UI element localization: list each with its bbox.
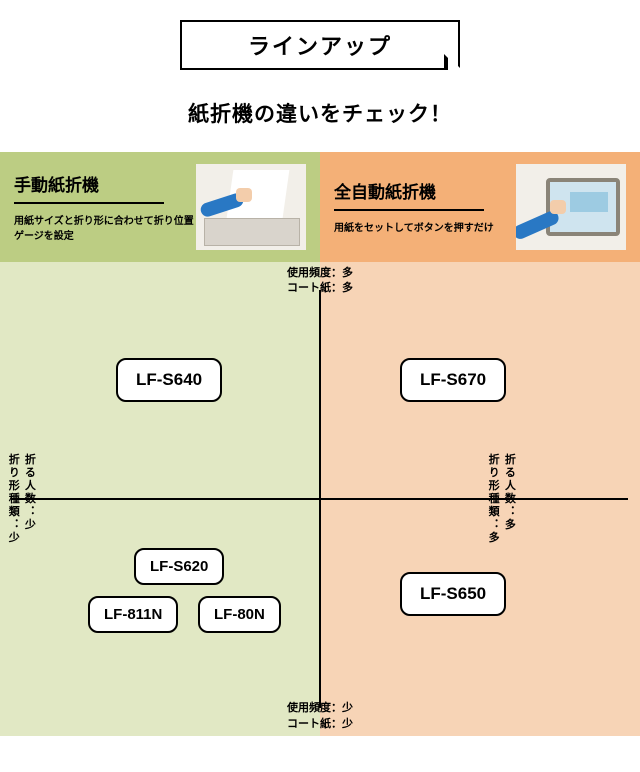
axis-label-right: 折り形種類：多 折る人数：多 — [486, 454, 634, 545]
page-title-box: ラインアップ — [180, 20, 460, 70]
category-auto-text: 全自動紙折機 用紙をセットしてボタンを押すだけ — [334, 178, 516, 236]
product-lf-s620[interactable]: LF-S620 — [134, 548, 224, 585]
manual-illustration — [196, 164, 306, 250]
category-manual: 手動紙折機 用紙サイズと折り形に合わせて折り位置ゲージを設定 — [0, 152, 320, 262]
category-manual-text: 手動紙折機 用紙サイズと折り形に合わせて折り位置ゲージを設定 — [14, 171, 196, 244]
axis-label-left: 折り形種類：少 折る人数：少 — [6, 454, 154, 545]
product-lf-s670[interactable]: LF-S670 — [400, 358, 506, 402]
axis-right-col2: 折る人数：多 — [502, 454, 515, 545]
product-lf-s650[interactable]: LF-S650 — [400, 572, 506, 616]
axis-left-col2: 折る人数：少 — [22, 454, 35, 545]
corner-fold-icon — [444, 54, 460, 70]
category-manual-desc: 用紙サイズと折り形に合わせて折り位置ゲージを設定 — [14, 214, 196, 244]
subtitle: 紙折機の違いをチェック！ — [0, 98, 640, 128]
auto-illustration — [516, 164, 626, 250]
category-auto: 全自動紙折機 用紙をセットしてボタンを押すだけ — [320, 152, 640, 262]
axis-label-bottom: 使用頻度：少 コート紙：少 — [287, 701, 353, 732]
product-lf-811n[interactable]: LF-811N — [88, 596, 178, 633]
category-row: 手動紙折機 用紙サイズと折り形に合わせて折り位置ゲージを設定 全自動紙折機 用紙… — [0, 152, 640, 262]
category-manual-title: 手動紙折機 — [14, 171, 196, 204]
axis-top-line1: 使用頻度：多 — [287, 266, 353, 281]
category-auto-title: 全自動紙折機 — [334, 178, 516, 211]
category-auto-desc: 用紙をセットしてボタンを押すだけ — [334, 221, 516, 236]
page-title: ラインアップ — [248, 29, 392, 61]
product-lf-80n[interactable]: LF-80N — [198, 596, 281, 633]
axis-label-top: 使用頻度：多 コート紙：多 — [287, 266, 353, 297]
axis-right-col1: 折り形種類：多 — [486, 454, 499, 545]
axis-left-col1: 折り形種類：少 — [6, 454, 19, 545]
axis-bottom-line2: コート紙：少 — [287, 717, 353, 732]
quadrant-chart: 使用頻度：多 コート紙：多 使用頻度：少 コート紙：少 折り形種類：少 折る人数… — [0, 262, 640, 736]
axis-top-line2: コート紙：多 — [287, 281, 353, 296]
axis-bottom-line1: 使用頻度：少 — [287, 701, 353, 716]
product-lf-s640[interactable]: LF-S640 — [116, 358, 222, 402]
